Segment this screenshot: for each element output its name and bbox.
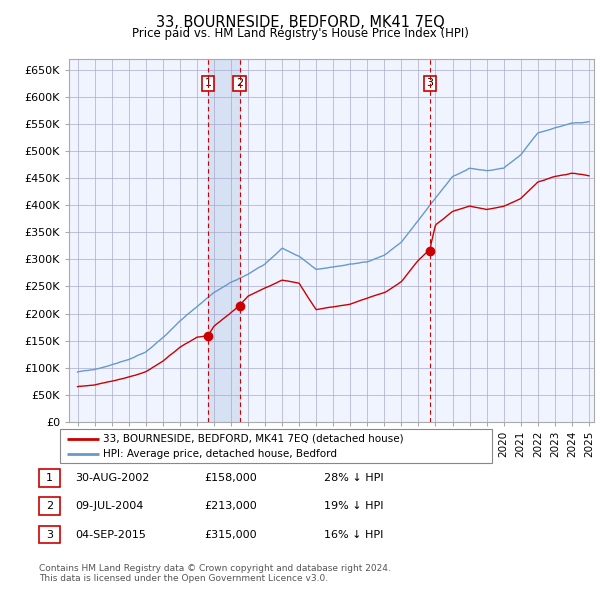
Bar bbox=[208, 59, 240, 422]
Text: 2: 2 bbox=[46, 502, 53, 511]
Text: 33, BOURNESIDE, BEDFORD, MK41 7EQ (detached house): 33, BOURNESIDE, BEDFORD, MK41 7EQ (detac… bbox=[103, 434, 404, 444]
Text: 3: 3 bbox=[427, 78, 433, 88]
Text: 30-AUG-2002: 30-AUG-2002 bbox=[75, 473, 149, 483]
Text: £315,000: £315,000 bbox=[204, 530, 257, 539]
Text: 33, BOURNESIDE, BEDFORD, MK41 7EQ: 33, BOURNESIDE, BEDFORD, MK41 7EQ bbox=[155, 15, 445, 30]
Text: £158,000: £158,000 bbox=[204, 473, 257, 483]
Text: Contains HM Land Registry data © Crown copyright and database right 2024.
This d: Contains HM Land Registry data © Crown c… bbox=[39, 563, 391, 583]
Text: 28% ↓ HPI: 28% ↓ HPI bbox=[324, 473, 383, 483]
Text: £213,000: £213,000 bbox=[204, 502, 257, 511]
Text: 1: 1 bbox=[205, 78, 212, 88]
Text: 09-JUL-2004: 09-JUL-2004 bbox=[75, 502, 143, 511]
Text: 16% ↓ HPI: 16% ↓ HPI bbox=[324, 530, 383, 539]
Text: 04-SEP-2015: 04-SEP-2015 bbox=[75, 530, 146, 539]
Text: 3: 3 bbox=[46, 530, 53, 539]
Text: HPI: Average price, detached house, Bedford: HPI: Average price, detached house, Bedf… bbox=[103, 448, 337, 458]
Text: 19% ↓ HPI: 19% ↓ HPI bbox=[324, 502, 383, 511]
Text: 2: 2 bbox=[236, 78, 244, 88]
Text: 1: 1 bbox=[46, 473, 53, 483]
Text: Price paid vs. HM Land Registry's House Price Index (HPI): Price paid vs. HM Land Registry's House … bbox=[131, 27, 469, 40]
